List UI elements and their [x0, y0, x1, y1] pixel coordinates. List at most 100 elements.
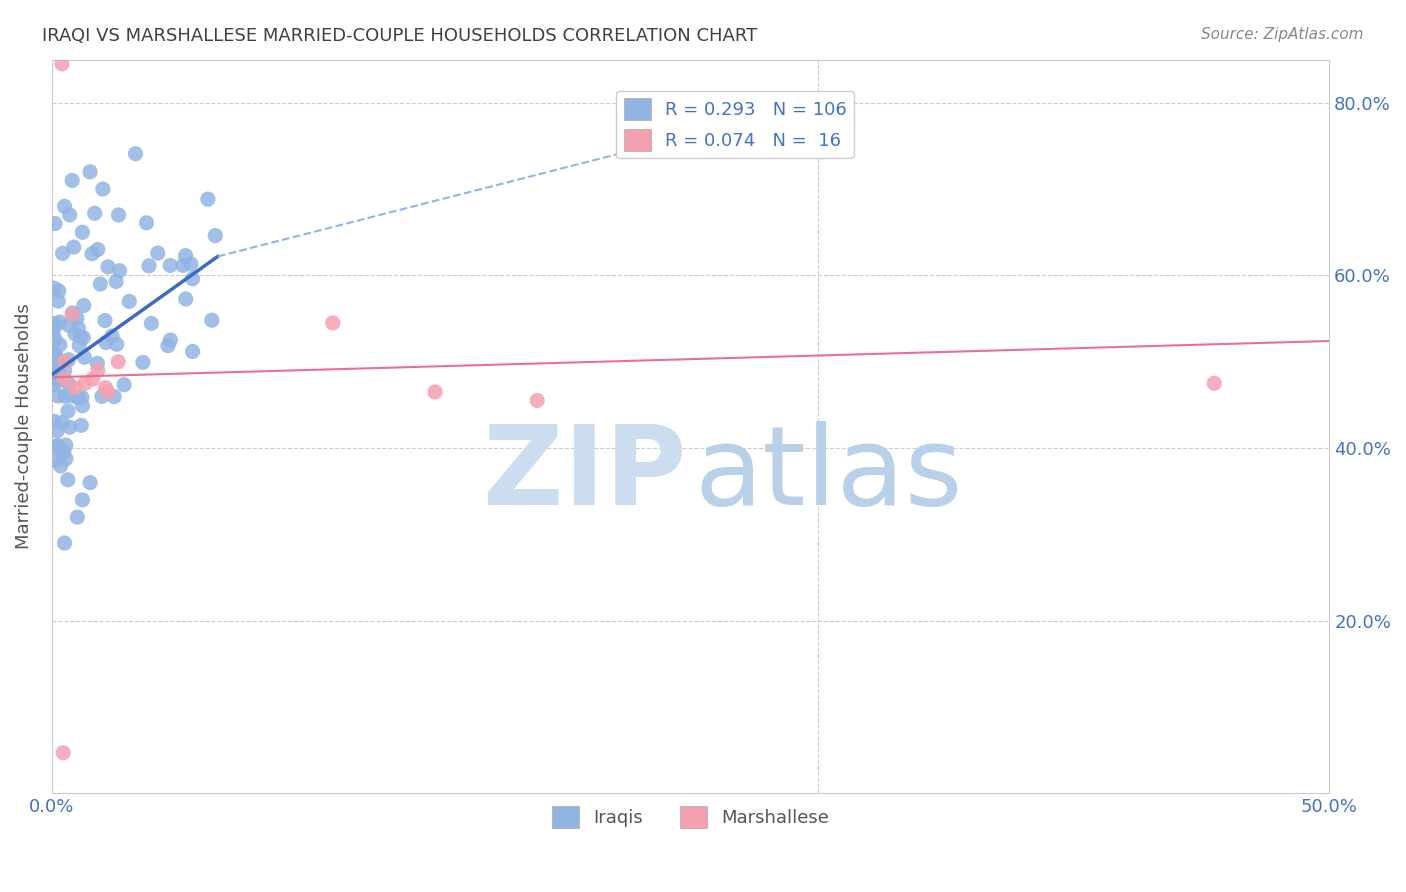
Point — [197, 192, 219, 206]
Point — [53, 372, 76, 386]
Point — [1204, 376, 1226, 391]
Point — [46, 389, 69, 403]
Point — [73, 376, 96, 391]
Point — [107, 355, 129, 369]
Point — [86, 356, 108, 370]
Point — [146, 246, 169, 260]
Text: IRAQI VS MARSHALLESE MARRIED-COUPLE HOUSEHOLDS CORRELATION CHART: IRAQI VS MARSHALLESE MARRIED-COUPLE HOUS… — [42, 27, 758, 45]
Point — [55, 451, 77, 466]
Point — [79, 165, 101, 179]
Point — [44, 414, 66, 428]
Point — [80, 247, 103, 261]
Point — [56, 404, 79, 418]
Point — [48, 357, 70, 371]
Point — [51, 57, 73, 71]
Point — [83, 206, 105, 220]
Point — [53, 373, 76, 387]
Point — [59, 420, 82, 434]
Point — [44, 351, 66, 365]
Point — [101, 329, 124, 343]
Point — [89, 277, 111, 291]
Point — [44, 377, 66, 392]
Point — [72, 331, 94, 345]
Point — [60, 389, 83, 403]
Point — [44, 217, 66, 231]
Point — [48, 315, 70, 329]
Point — [44, 347, 66, 361]
Point — [66, 311, 89, 326]
Point — [108, 263, 131, 277]
Point — [159, 333, 181, 347]
Point — [46, 352, 69, 367]
Point — [70, 418, 93, 433]
Point — [53, 389, 76, 403]
Point — [49, 337, 72, 351]
Point — [67, 338, 90, 352]
Point — [44, 361, 66, 376]
Point — [53, 199, 76, 213]
Point — [44, 320, 66, 334]
Point — [44, 330, 66, 344]
Point — [51, 416, 73, 430]
Point — [45, 439, 67, 453]
Point — [44, 348, 66, 362]
Point — [62, 240, 84, 254]
Point — [72, 225, 94, 239]
Point — [60, 173, 83, 187]
Y-axis label: Married-couple Households: Married-couple Households — [15, 303, 32, 549]
Point — [46, 363, 69, 377]
Point — [58, 318, 80, 333]
Point — [67, 321, 90, 335]
Point — [423, 384, 446, 399]
Point — [51, 446, 73, 460]
Point — [46, 294, 69, 309]
Point — [181, 271, 204, 285]
Point — [44, 281, 66, 295]
Point — [172, 259, 194, 273]
Point — [45, 350, 67, 364]
Point — [204, 228, 226, 243]
Point — [45, 453, 67, 467]
Point — [94, 313, 117, 327]
Point — [44, 352, 66, 367]
Point — [52, 746, 75, 760]
Point — [48, 284, 70, 298]
Point — [322, 316, 344, 330]
Point — [73, 298, 96, 312]
Point — [55, 438, 77, 452]
Point — [118, 294, 141, 309]
Point — [44, 334, 66, 349]
Point — [87, 363, 110, 377]
Point — [52, 246, 75, 260]
Point — [45, 351, 67, 365]
Point — [180, 257, 202, 271]
Point — [181, 344, 204, 359]
Point — [97, 384, 120, 399]
Point — [141, 317, 163, 331]
Point — [49, 458, 72, 473]
Point — [53, 363, 76, 377]
Point — [138, 259, 160, 273]
Legend: Iraqis, Marshallese: Iraqis, Marshallese — [546, 799, 837, 836]
Point — [53, 444, 76, 458]
Point — [72, 399, 94, 413]
Point — [105, 275, 128, 289]
Point — [73, 351, 96, 365]
Point — [58, 352, 80, 367]
Point — [59, 208, 82, 222]
Point — [46, 424, 69, 438]
Point — [60, 307, 83, 321]
Point — [132, 355, 155, 369]
Point — [70, 391, 93, 405]
Text: Source: ZipAtlas.com: Source: ZipAtlas.com — [1201, 27, 1364, 42]
Point — [63, 326, 86, 341]
Point — [91, 182, 114, 196]
Point — [66, 510, 89, 524]
Point — [53, 355, 76, 369]
Point — [79, 475, 101, 490]
Point — [174, 249, 197, 263]
Text: atlas: atlas — [695, 421, 963, 528]
Point — [67, 391, 90, 405]
Point — [112, 377, 135, 392]
Point — [69, 330, 91, 344]
